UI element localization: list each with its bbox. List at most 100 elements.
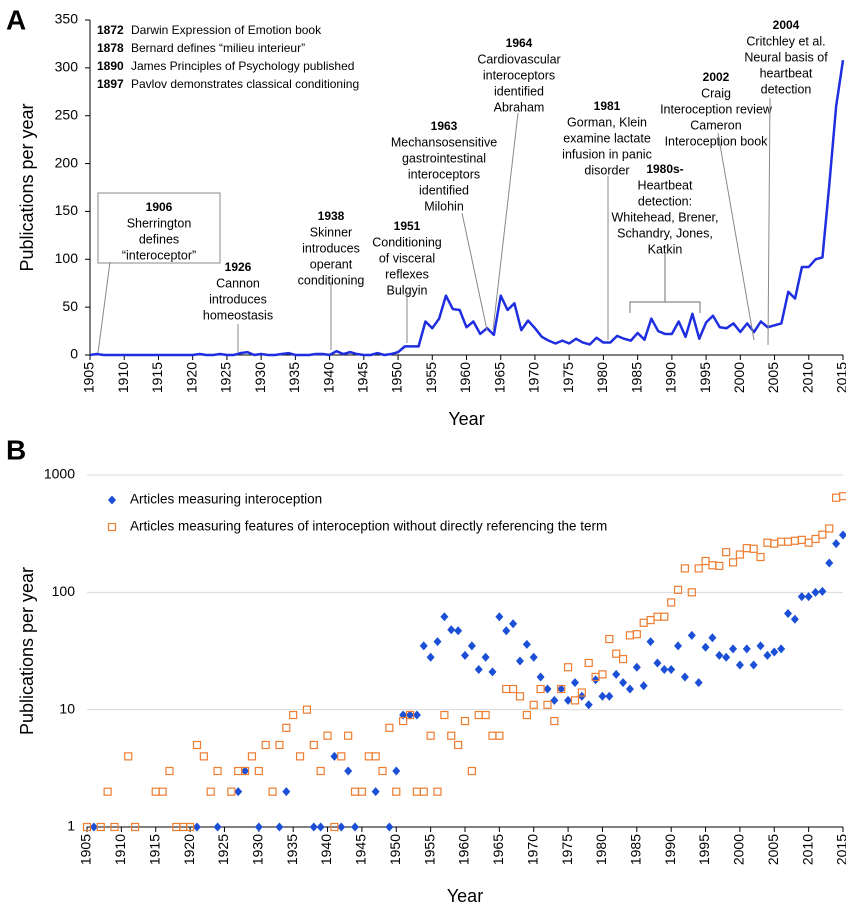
x-tick-label: 1990 (662, 834, 678, 865)
diamond-point (784, 609, 792, 618)
diamond-point (392, 767, 400, 776)
diamond-point (447, 625, 455, 634)
x-tick-label: 1985 (628, 834, 644, 865)
x-tick-label: 2010 (799, 834, 815, 865)
annotation-text: Whitehead, Brener, (611, 210, 718, 224)
annotation-text: Cardiovascular (477, 52, 560, 66)
annotation-leader (98, 262, 110, 353)
diamond-point (729, 644, 737, 653)
annotation-title: 1906 (146, 200, 173, 214)
square-point (290, 712, 297, 719)
annotation-text: identified (494, 84, 544, 98)
annotation-text: defines (139, 232, 179, 246)
diamond-point (605, 692, 613, 701)
square-point (757, 554, 764, 561)
diamond-point (688, 631, 696, 640)
diamond-point (434, 637, 442, 646)
diamond-point (502, 626, 510, 635)
square-point (152, 788, 159, 795)
square-point (778, 538, 785, 545)
square-point (386, 724, 393, 731)
square-point (413, 788, 420, 795)
x-tick-label: 1905 (78, 834, 94, 865)
square-point (283, 724, 290, 731)
square-point (812, 535, 819, 542)
x-axis-title: Year (448, 409, 484, 429)
x-tick-label: 1915 (146, 834, 162, 865)
diamond-point (757, 641, 765, 650)
diamond-point (695, 678, 703, 687)
diamond-point (626, 685, 634, 694)
square-point (764, 539, 771, 546)
square-point (352, 788, 359, 795)
diamond-point (275, 823, 283, 832)
diamond-point (310, 823, 318, 832)
square-point (455, 741, 462, 748)
diamond-point (653, 658, 661, 667)
x-tick-label: 2015 (834, 834, 846, 865)
square-point (441, 712, 448, 719)
diamond-point (818, 587, 826, 596)
annotation-title: 2002 (703, 70, 730, 84)
diamond-point (681, 672, 689, 681)
square-point (324, 732, 331, 739)
y-tick-label: 50 (62, 298, 78, 314)
square-point (791, 537, 798, 544)
diamond-point (715, 651, 723, 660)
diamond-point (571, 678, 579, 687)
square-point (551, 718, 558, 725)
square-point (702, 557, 709, 564)
annotation-text: detection: (638, 194, 692, 208)
square-point (475, 712, 482, 719)
annotation-title: 1926 (225, 260, 252, 274)
square-point (379, 768, 386, 775)
annotation-text: Schandry, Jones, (617, 226, 713, 240)
square-point (235, 768, 242, 775)
square-point (255, 768, 262, 775)
square-point (805, 539, 812, 546)
square-point (510, 686, 517, 693)
annotation-text: Gorman, Klein (567, 115, 647, 129)
annotation-leader (462, 213, 487, 330)
x-tick-label: 1965 (491, 362, 507, 393)
timeline-year: 1872 (97, 23, 124, 37)
x-axis-title: Year (447, 886, 483, 906)
diamond-point (427, 653, 435, 662)
timeline-year: 1878 (97, 41, 124, 55)
square-point (661, 613, 668, 620)
annotation-text: gastrointestinal (402, 151, 486, 165)
y-axis-title: Publications per year (17, 103, 37, 271)
y-tick-label: 100 (55, 250, 79, 266)
diamond-point (488, 667, 496, 676)
diamond-point (660, 665, 668, 674)
square-point (599, 671, 606, 678)
x-tick-label: 1935 (284, 834, 300, 865)
y-tick-label: 0 (70, 346, 78, 362)
diamond-point (791, 615, 799, 624)
diamond-point (770, 648, 778, 657)
diamond-point (344, 767, 352, 776)
x-tick-label: 1945 (355, 362, 371, 393)
x-tick-label: 1925 (215, 834, 231, 865)
square-point (462, 718, 469, 725)
square-point (338, 753, 345, 760)
square-point (709, 562, 716, 569)
square-point (228, 788, 235, 795)
square-point (640, 619, 647, 626)
square-point (482, 712, 489, 719)
y-tick-label: 1 (67, 818, 75, 834)
x-tick-label: 1990 (663, 362, 679, 393)
diamond-point (440, 612, 448, 621)
annotation-title: 1981 (594, 99, 621, 113)
annotation-title: 1951 (394, 219, 421, 233)
square-point (723, 549, 730, 556)
diamond-point (420, 641, 428, 650)
y-tick-label: 1000 (44, 466, 75, 482)
square-point (420, 788, 427, 795)
x-tick-label: 1950 (387, 834, 403, 865)
square-point (448, 732, 455, 739)
square-point (207, 788, 214, 795)
square-point (317, 768, 324, 775)
annotation-text: disorder (584, 163, 629, 177)
annotation-text: Milohin (424, 199, 464, 213)
